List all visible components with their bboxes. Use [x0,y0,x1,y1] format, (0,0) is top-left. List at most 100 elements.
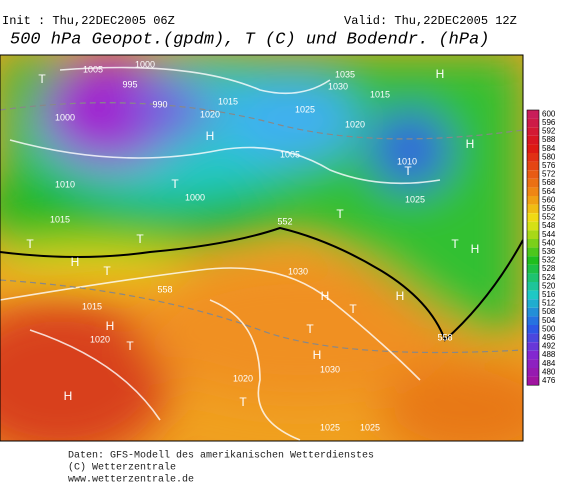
pressure-center: T [103,264,111,278]
pressure-center: T [336,207,344,221]
isobar-label: 558 [437,332,452,342]
colorbar-cell [527,187,539,196]
colorbar-cell [527,333,539,343]
colorbar-cell [527,290,539,300]
footer-line: Daten: GFS-Modell des amerikanischen Wet… [68,450,374,462]
colorbar-cell [527,127,539,136]
isobar-label: 1000 [185,192,205,202]
colorbar-label: 592 [542,127,556,136]
pressure-center: T [349,302,357,316]
footer-line: www.wetterzentrale.de [68,474,194,482]
pressure-center: T [126,339,134,353]
isobar-label: 990 [152,99,167,109]
colorbar-cell [527,307,539,317]
isobar-label: 1025 [295,104,315,114]
colorbar-cell [527,325,539,334]
pressure-center: H [396,289,405,303]
colorbar-label: 544 [542,230,556,239]
isobars [0,66,441,441]
pressure-center: T [239,395,247,409]
isobar-label: 1010 [55,179,75,189]
isobar-label: 1020 [200,109,220,119]
colorbar-cell [527,144,539,153]
colorbar-label: 488 [542,350,556,359]
isobar-label: 1005 [83,64,103,74]
colorbar-label: 500 [542,324,556,333]
colorbar-cell [527,213,539,222]
pressure-center: T [451,237,459,251]
colorbar-cell [527,316,539,325]
colorbar-label: 560 [542,195,556,204]
colorbar-label: 556 [542,204,556,213]
pressure-center: H [471,242,480,256]
colorbar-cell [527,299,539,308]
footer: Daten: GFS-Modell des amerikanischen Wet… [68,450,374,482]
colorbar-cell [527,118,539,128]
isobar-label: 1035 [335,69,355,79]
colorbar-label: 484 [542,359,556,368]
colorbar-label: 476 [542,376,556,385]
colorbar-cell [527,204,539,214]
isobar-label: 1000 [135,59,155,69]
colorbar-cell [527,247,539,257]
colorbar-cell [527,264,539,274]
colorbar-cell [527,230,539,239]
colorbar-cell [527,135,539,145]
colorbar-cell [527,178,539,188]
isobar-label: 1015 [50,214,70,224]
isobar-label: 1015 [218,96,238,106]
colorbar-label: 568 [542,178,556,187]
isobar-label: 1020 [90,334,110,344]
map-frame [0,54,524,442]
pressure-center: T [26,237,34,251]
isobar-label: 1005 [280,149,300,159]
colorbar-label: 596 [542,118,556,127]
colorbar-label: 516 [542,290,556,299]
colorbar-label: 572 [542,170,556,179]
colorbar-cell [527,170,539,179]
colorbar-label: 584 [542,144,556,153]
colorbar-cell [527,153,539,162]
colorbar-cell [527,239,539,248]
pressure-center: T [171,177,179,191]
colorbar-label: 564 [542,187,556,196]
map-labels: T 1005 1000 995 990 1000 H 1015 1020 1035 1030 1025… [26,59,479,432]
isobar-label: 558 [157,284,172,294]
colorbar-label: 536 [542,247,556,256]
colorbar-label: 520 [542,281,556,290]
colorbar-cell [527,350,539,360]
colorbar-label: 600 [542,109,556,118]
pressure-center: H [313,348,322,362]
pressure-center: H [466,137,475,151]
colorbar-cell [527,161,539,171]
colorbar-cell [527,221,539,231]
colorbar-label: 548 [542,221,556,230]
colorbar-label: 576 [542,161,556,170]
footer-line: (C) Wetterzentrale [68,462,176,474]
isobar-label: 1020 [233,373,253,383]
isobar-label: 1030 [320,364,340,374]
colorbar-label: 496 [542,333,556,342]
pressure-center: T [38,72,46,86]
pressure-center: H [321,289,330,303]
pressure-center: H [71,255,80,269]
isobar-label: 1030 [328,81,348,91]
isobar-label: 1015 [82,301,102,311]
isobar-label: 1025 [360,422,380,432]
colorbar-label: 552 [542,213,556,222]
colorbar-cell [527,196,539,205]
colorbar-cell [527,342,539,351]
colorbar-label: 588 [542,135,556,144]
colorbar-label: 504 [542,316,556,325]
colorbar-cell [527,368,539,377]
colorbar-label: 480 [542,367,556,376]
colorbar-cell [527,256,539,265]
colorbar-label: 540 [542,238,556,247]
isobar-label: 1000 [55,112,75,122]
colorbar-cell [527,282,539,291]
isobar-label: 1025 [405,194,425,204]
map-title: 500 hPa Geopot.(gpdm), T (C) und Bodendr… [10,30,489,49]
colorbar-cell [527,110,539,119]
contour-552 [0,226,523,342]
